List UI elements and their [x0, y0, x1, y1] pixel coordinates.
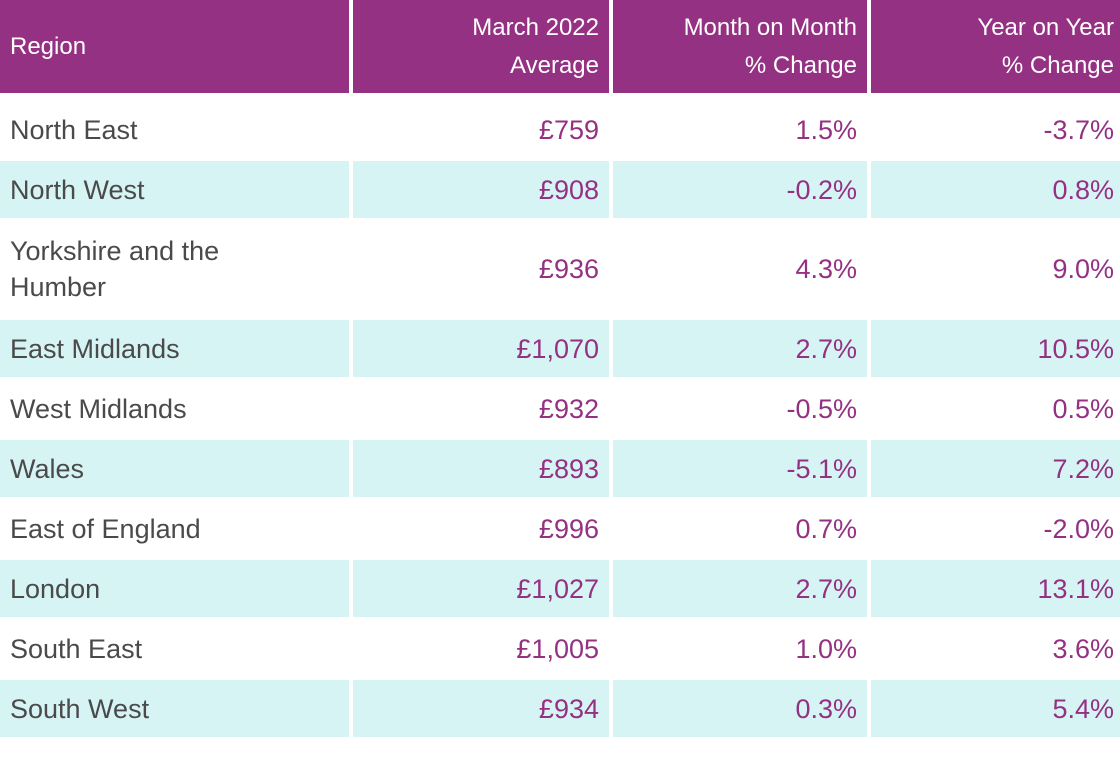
yoy-cell: -3.7%	[1043, 114, 1114, 145]
mom-cell: 2.7%	[613, 320, 867, 377]
table-row: South East £1,005 1.0% 3.6%	[0, 620, 1120, 677]
average-cell: £936	[538, 254, 599, 284]
yoy-cell: 0.5%	[1052, 393, 1114, 424]
region-cell: Yorkshire and the Humber	[10, 236, 220, 302]
region-cell: Wales	[0, 440, 349, 497]
mom-cell: -0.5%	[786, 393, 857, 424]
table-row: Wales £893 -5.1% 7.2%	[0, 440, 1120, 497]
header-year-on-year: Year on Year % Change	[871, 0, 1120, 93]
table-row: North West £908 -0.2% 0.8%	[0, 161, 1120, 218]
yoy-cell: 5.4%	[871, 680, 1120, 737]
average-cell: £893	[353, 440, 609, 497]
region-cell: North West	[0, 161, 349, 218]
mom-cell: 1.0%	[795, 633, 857, 664]
region-cell: West Midlands	[10, 393, 187, 424]
average-cell: £996	[538, 513, 599, 544]
table-row: East of England £996 0.7% -2.0%	[0, 500, 1120, 557]
mom-cell: 0.3%	[613, 680, 867, 737]
table-header-row: Region March 2022 Average Month on Month…	[0, 0, 1120, 93]
table-row: Yorkshire and the Humber £936 4.3% 9.0%	[0, 221, 1120, 317]
region-cell: South West	[0, 680, 349, 737]
average-cell: £1,005	[516, 633, 599, 664]
table-row: West Midlands £932 -0.5% 0.5%	[0, 380, 1120, 437]
region-cell: East Midlands	[0, 320, 349, 377]
table-row: London £1,027 2.7% 13.1%	[0, 560, 1120, 617]
yoy-cell: 7.2%	[871, 440, 1120, 497]
header-region: Region	[0, 0, 349, 93]
mom-cell: 4.3%	[795, 254, 857, 284]
mom-cell: -5.1%	[613, 440, 867, 497]
region-cell: London	[0, 560, 349, 617]
mom-cell: 2.7%	[613, 560, 867, 617]
region-cell: East of England	[10, 513, 201, 544]
average-cell: £1,070	[353, 320, 609, 377]
mom-cell: -0.2%	[613, 161, 867, 218]
header-average: March 2022 Average	[353, 0, 609, 93]
yoy-cell: -2.0%	[1043, 513, 1114, 544]
table-row: South West £934 0.3% 5.4%	[0, 680, 1120, 737]
table-row: North East £759 1.5% -3.7%	[0, 101, 1120, 158]
table-row: East Midlands £1,070 2.7% 10.5%	[0, 320, 1120, 377]
yoy-cell: 9.0%	[1052, 254, 1114, 284]
yoy-cell: 3.6%	[1052, 633, 1114, 664]
mom-cell: 0.7%	[795, 513, 857, 544]
average-cell: £932	[538, 393, 599, 424]
header-month-on-month: Month on Month % Change	[613, 0, 867, 93]
region-cell: North East	[10, 114, 138, 145]
average-cell: £1,027	[353, 560, 609, 617]
region-cell: South East	[10, 633, 143, 664]
average-cell: £908	[353, 161, 609, 218]
yoy-cell: 10.5%	[871, 320, 1120, 377]
yoy-cell: 0.8%	[871, 161, 1120, 218]
average-cell: £759	[538, 114, 599, 145]
mom-cell: 1.5%	[795, 114, 857, 145]
average-cell: £934	[353, 680, 609, 737]
yoy-cell: 13.1%	[871, 560, 1120, 617]
